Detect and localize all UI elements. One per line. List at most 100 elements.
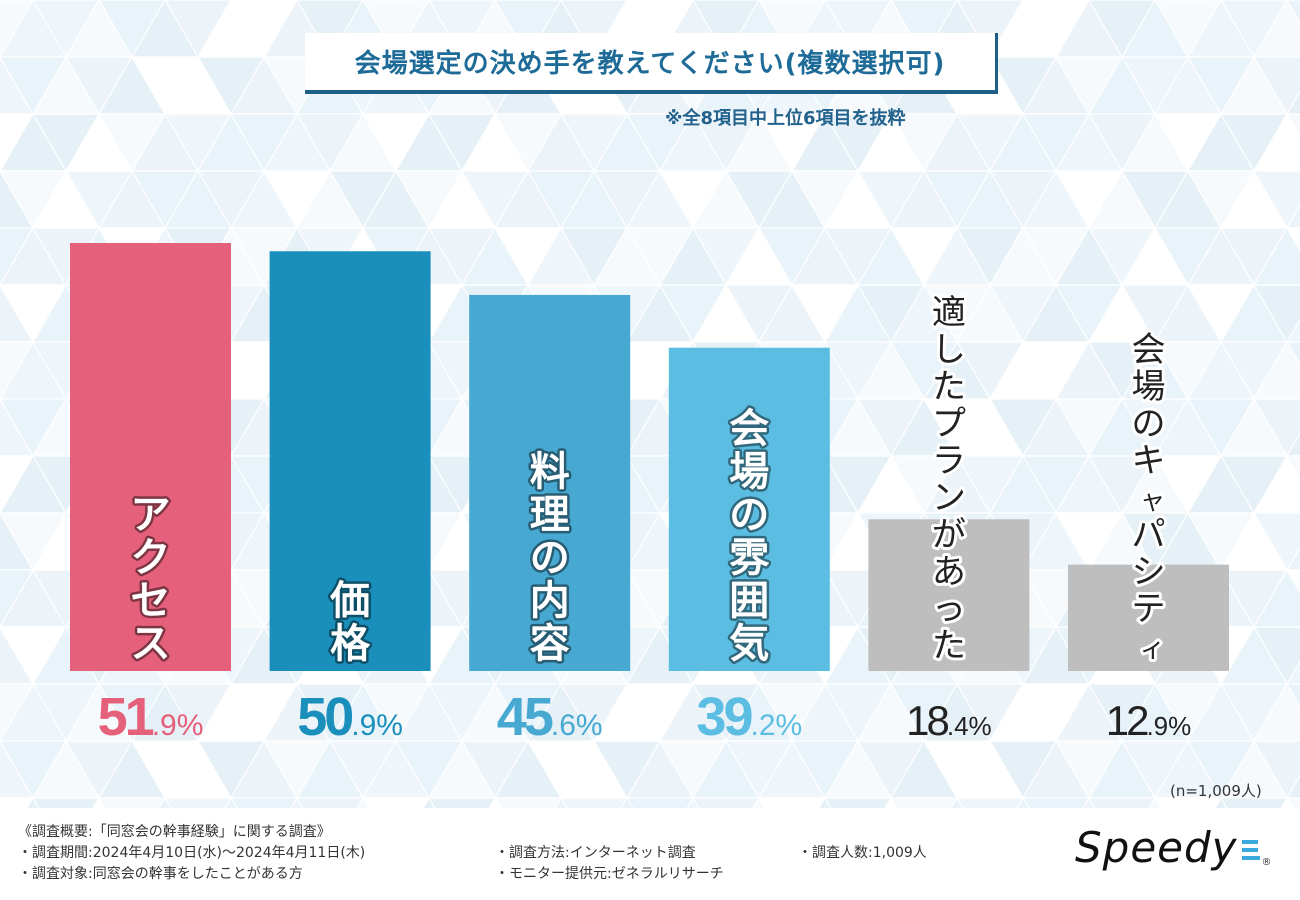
pattern-triangle [1252,398,1300,458]
pattern-triangle [488,796,502,808]
value-label-decimal: .2% [750,709,802,742]
survey-summary-col2: ・調査方法:インターネット調査 ・モニター提供元:ゼネラルリサーチ [495,843,724,885]
value-label-decimal: .9% [351,709,403,742]
pattern-triangle [31,797,101,808]
pattern-triangle [1252,284,1300,344]
category-label-char: た [932,367,966,407]
category-label-char: 格 [330,621,371,667]
pattern-triangle [1021,797,1091,808]
pattern-triangle [823,797,893,808]
pattern-triangle [1252,626,1300,686]
value-label-decimal: .6% [551,709,603,742]
survey-count: ・調査人数:1,009人 [798,845,927,861]
pattern-triangle [97,797,167,808]
pattern-triangle [1214,796,1228,808]
value-label-decimal: .4% [947,711,992,741]
survey-target: ・調査対象:同窓会の幹事をしたことがある方 [18,866,303,882]
pattern-triangle [1285,546,1300,571]
speedy-logo: Speedy ® [1075,826,1272,870]
pattern-triangle [620,796,634,808]
bar-chart: アクセス51.9%価格50.9%料理の内容45.6%会場の雰囲気39.2%適した… [70,243,1229,747]
category-label-char: テ [1132,589,1166,629]
category-label-char: っ [932,589,966,629]
pattern-triangle [1252,170,1300,230]
category-label-char: シ [1132,552,1166,592]
pattern-triangle [1285,797,1300,808]
category-label-char: プ [932,404,966,444]
pattern-triangle [229,797,299,808]
survey-method: ・調査方法:インターネット調査 [495,845,696,861]
pattern-triangle [1016,796,1030,808]
pattern-triangle [158,796,172,808]
value-label-integer: 50 [297,687,352,747]
pattern-triangle [1082,796,1096,808]
category-label-char: が [932,515,966,555]
category-label-char: あ [932,552,966,592]
bar-2 [269,251,431,671]
category-label-char: 理 [530,492,570,538]
pattern-triangle [955,797,1025,808]
pattern-triangle [1252,512,1300,572]
pattern-triangle [1153,797,1223,808]
category-label-char: ク [131,535,171,581]
pattern-triangle [361,797,431,808]
pattern-triangle [92,796,106,808]
value-label-5: 18.4% [906,697,992,744]
category-label-2: 価格 [327,576,374,670]
pattern-triangle [0,797,35,808]
category-label-char: の [1132,404,1166,444]
category-label-char: ラ [932,441,966,481]
value-label-integer: 18 [906,697,948,744]
category-label-char: 適 [932,293,966,333]
category-label-char: 場 [729,449,769,495]
chart-note: ※全8項目中上位6項目を抜粋 [665,108,906,129]
category-label-char: ア [131,492,171,538]
survey-provider: ・モニター提供元:ゼネラルリサーチ [495,866,724,882]
category-label-char: の [530,535,570,581]
pattern-triangle [1219,797,1289,808]
pattern-triangle [757,797,827,808]
pattern-triangle [493,797,563,808]
bar-4 [668,347,830,671]
pattern-triangle [1285,318,1300,343]
pattern-triangle [559,797,629,808]
registered-mark: ® [1261,857,1272,868]
pattern-triangle [427,797,497,808]
pattern-triangle [686,796,700,808]
pattern-triangle [422,796,436,808]
pattern-triangle [818,796,832,808]
pattern-triangle [1285,660,1300,685]
value-label-integer: 51 [98,687,154,747]
category-label-char: 雰 [729,535,770,581]
category-label-char: キ [1132,441,1166,481]
pattern-triangle [1285,341,1300,366]
value-label-decimal: .9% [152,709,204,742]
logo-speed-lines-icon [1241,840,1260,860]
bar-5 [868,519,1030,671]
pattern-triangle [26,796,40,808]
category-label-char: た [932,626,966,666]
pattern-triangle [1252,56,1300,116]
value-label-integer: 39 [696,687,752,747]
value-label-1: 51.9% [98,687,204,747]
category-label-char: 場 [1132,367,1166,407]
category-label-char: 会 [1132,330,1166,370]
pattern-triangle [1285,90,1300,115]
bar-6 [1068,564,1229,671]
category-label-char: 囲 [729,578,769,624]
pattern-triangle [1285,569,1300,594]
pattern-triangle [1252,740,1300,800]
survey-heading: 《調査概要:「同窓会の幹事経験」に関する調査》 [18,824,331,840]
value-label-integer: 45 [497,687,553,747]
pattern-triangle [1285,683,1300,708]
category-label-char: 会 [729,406,769,452]
pattern-triangle [1285,113,1300,138]
category-label-char: セ [131,578,171,624]
sample-size-label: (n=1,009人) [1170,782,1262,800]
chart-title: 会場選定の決め手を教えてください(複数選択可) [354,49,946,79]
pattern-triangle [1087,797,1157,808]
category-label-char: 気 [729,621,769,667]
